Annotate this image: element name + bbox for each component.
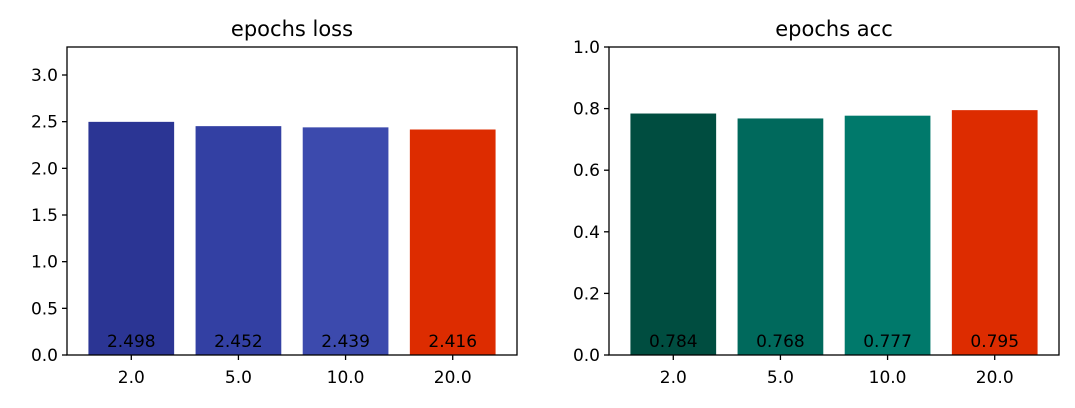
loss-value-label-0: 2.498 (107, 332, 156, 352)
loss-y-tick-label-0: 0.0 (31, 346, 58, 366)
acc-value-label-0: 0.784 (649, 332, 698, 352)
acc-plot-frame (608, 46, 1060, 356)
acc-value-label-2: 0.777 (863, 332, 912, 352)
loss-y-tick-label-3: 1.5 (31, 206, 58, 226)
loss-value-labels: 2.498 2.452 2.439 2.416 (107, 332, 477, 352)
acc-y-axis-ticks: 0.0 0.2 0.4 0.6 0.8 1.0 (573, 38, 609, 366)
acc-y-tick-label-3: 0.6 (573, 161, 600, 181)
loss-chart-title: epochs loss (231, 17, 353, 41)
acc-y-tick-label-2: 0.4 (573, 223, 600, 243)
acc-chart-title: epochs acc (775, 17, 893, 41)
loss-value-label-3: 2.416 (428, 332, 477, 352)
acc-y-tick-label-4: 0.8 (573, 100, 600, 120)
acc-bar-3 (951, 110, 1038, 355)
acc-bar-0 (630, 113, 717, 355)
acc-bars (630, 110, 1038, 356)
loss-plot-frame (66, 46, 518, 356)
loss-x-tick-label-2: 10.0 (327, 368, 365, 388)
loss-x-tick-label-0: 2.0 (118, 368, 145, 388)
loss-x-tick-label-3: 20.0 (434, 368, 472, 388)
loss-y-tick-label-1: 0.5 (31, 299, 58, 319)
loss-y-tick-label-2: 1.0 (31, 253, 58, 273)
acc-bar-2 (844, 115, 931, 356)
loss-bar-3 (409, 129, 496, 355)
acc-value-labels: 0.784 0.768 0.777 0.795 (649, 332, 1019, 352)
acc-value-label-1: 0.768 (756, 332, 805, 352)
acc-x-tick-label-1: 5.0 (767, 368, 794, 388)
acc-bar-1 (737, 118, 824, 356)
loss-chart: epochs loss 2.498 2.452 2.439 2.416 0.0 0.5 1… (31, 17, 518, 388)
loss-x-tick-label-1: 5.0 (225, 368, 252, 388)
acc-x-tick-label-3: 20.0 (976, 368, 1014, 388)
loss-y-tick-label-4: 2.0 (31, 159, 58, 179)
loss-bar-2 (302, 127, 389, 355)
loss-bar-0 (88, 121, 175, 355)
acc-x-tick-label-2: 10.0 (869, 368, 907, 388)
acc-value-label-3: 0.795 (970, 332, 1019, 352)
loss-y-tick-label-5: 2.5 (31, 113, 58, 133)
loss-x-axis-ticks: 2.0 5.0 10.0 20.0 (118, 355, 472, 388)
acc-x-axis-ticks: 2.0 5.0 10.0 20.0 (660, 355, 1014, 388)
loss-y-axis-ticks: 0.0 0.5 1.0 1.5 2.0 2.5 3.0 (31, 66, 67, 366)
loss-value-label-1: 2.452 (214, 332, 263, 352)
loss-value-label-2: 2.439 (321, 332, 370, 352)
loss-y-tick-label-6: 3.0 (31, 66, 58, 86)
acc-y-tick-label-0: 0.0 (573, 346, 600, 366)
acc-x-tick-label-0: 2.0 (660, 368, 687, 388)
acc-chart: epochs acc 0.784 0.768 0.777 0.795 0.00.20.… (573, 17, 1060, 388)
acc-y-tick-label-5: 1.0 (573, 38, 600, 58)
loss-bars (88, 121, 496, 355)
acc-y-tick-label-1: 0.2 (573, 284, 600, 304)
loss-bar-1 (195, 126, 282, 355)
